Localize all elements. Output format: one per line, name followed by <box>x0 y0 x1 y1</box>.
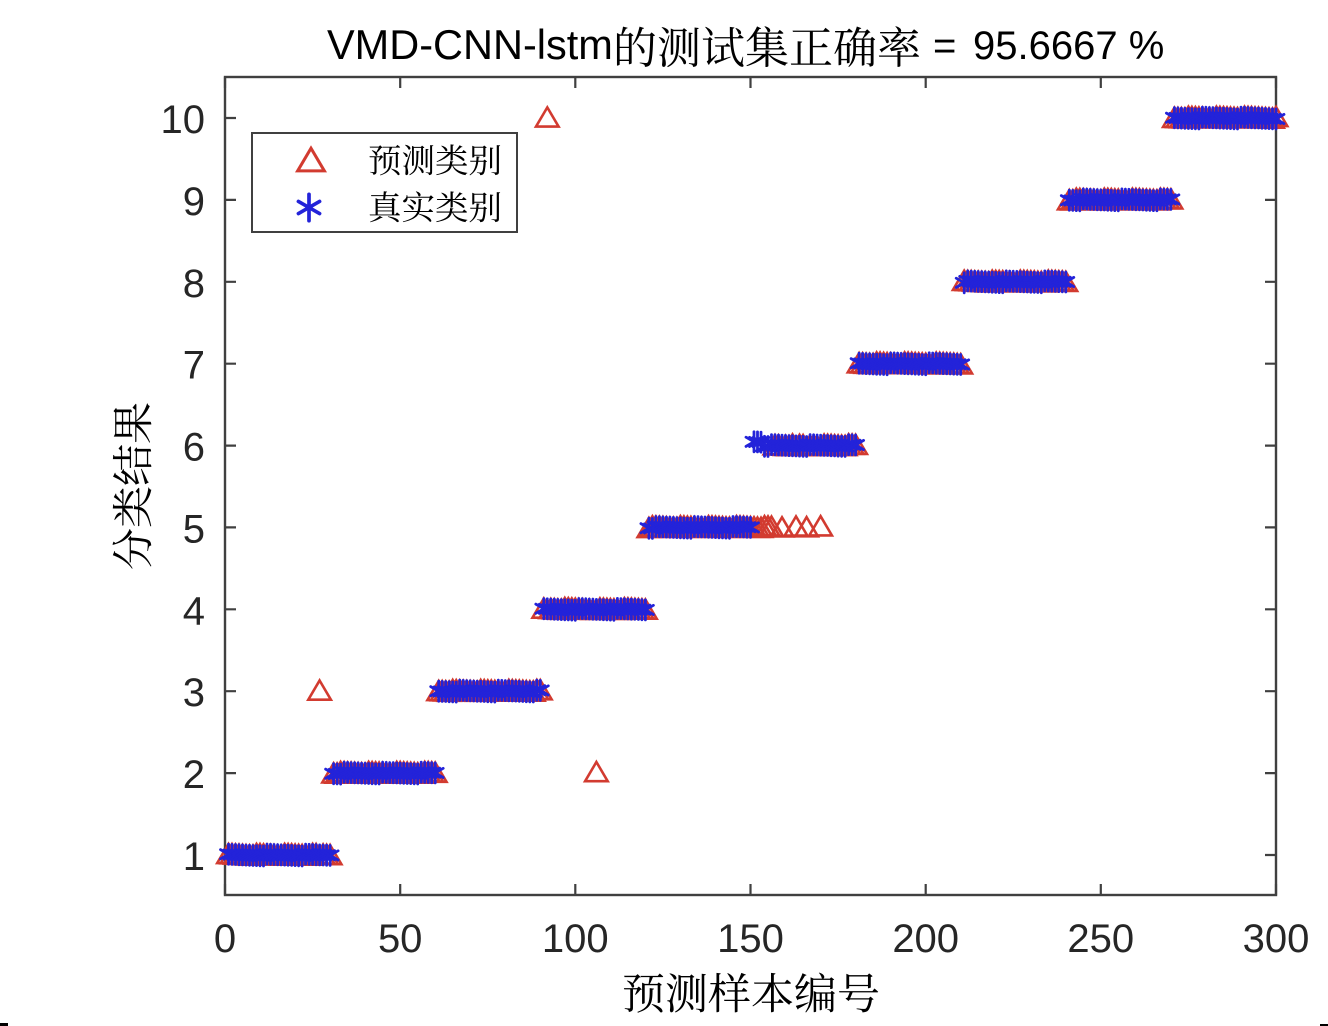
svg-text:95.6667 %: 95.6667 % <box>973 24 1164 68</box>
svg-text:7: 7 <box>183 344 205 388</box>
svg-text:10: 10 <box>161 98 206 142</box>
svg-text:100: 100 <box>542 917 609 961</box>
svg-text:0: 0 <box>214 917 236 961</box>
svg-text:150: 150 <box>717 917 784 961</box>
svg-text:300: 300 <box>1243 917 1310 961</box>
svg-text:200: 200 <box>892 917 959 961</box>
svg-text:VMD-CNN-lstm: VMD-CNN-lstm <box>327 21 613 68</box>
svg-text:250: 250 <box>1067 917 1134 961</box>
svg-text:50: 50 <box>378 917 423 961</box>
svg-text:2: 2 <box>183 753 205 797</box>
svg-text:1: 1 <box>183 835 205 879</box>
svg-text:=: = <box>933 24 956 68</box>
svg-text:3: 3 <box>183 671 205 715</box>
svg-text:8: 8 <box>183 262 205 306</box>
svg-text:5: 5 <box>183 507 205 551</box>
svg-text:4: 4 <box>183 589 205 633</box>
svg-text:9: 9 <box>183 180 205 224</box>
svg-text:6: 6 <box>183 426 205 470</box>
